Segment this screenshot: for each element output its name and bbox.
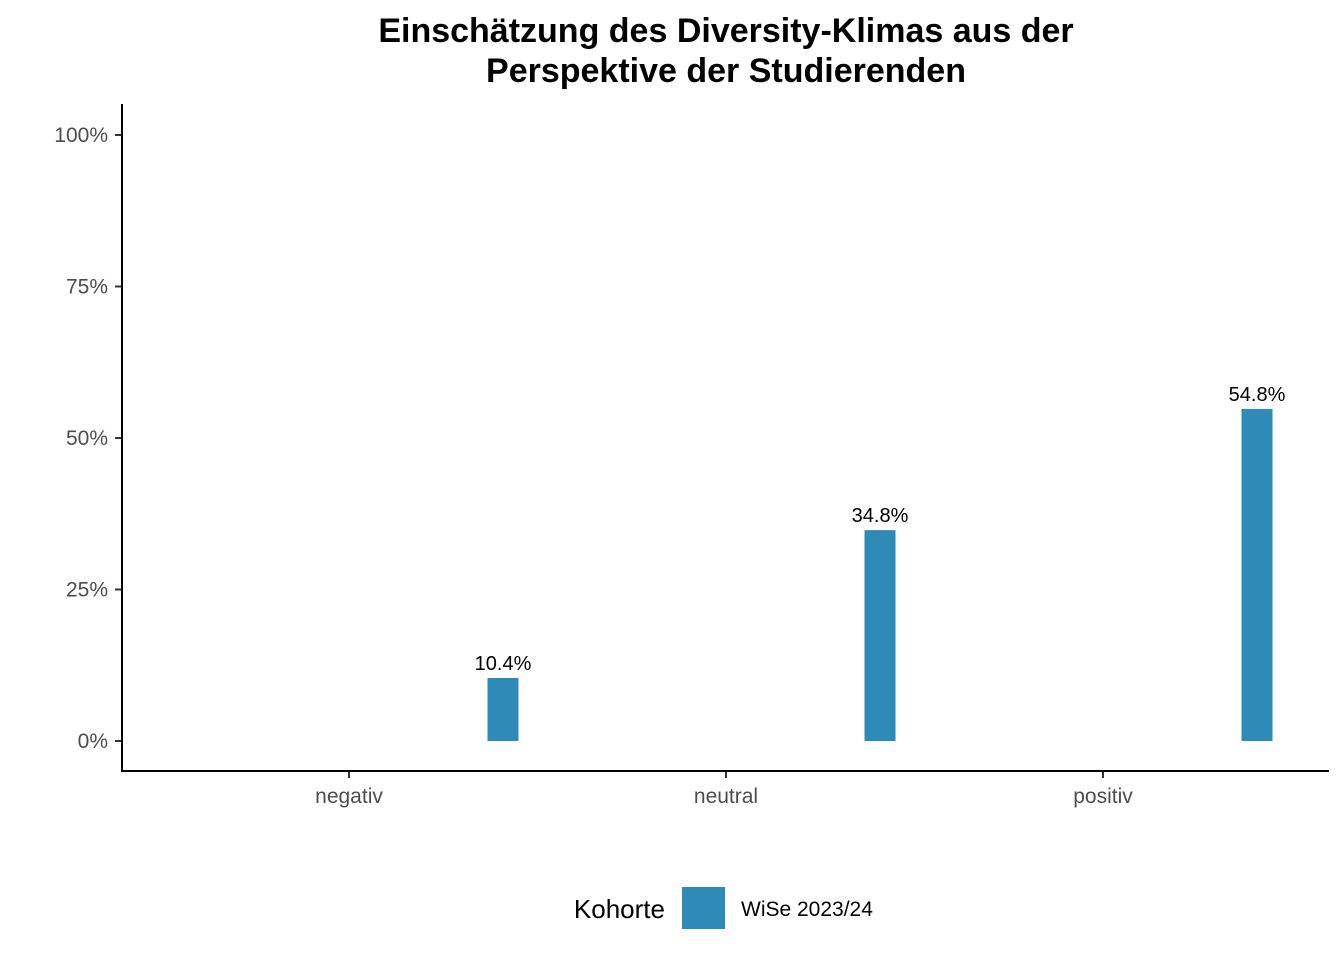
- legend-title: Kohorte: [574, 894, 665, 924]
- y-tick-label-75: 75%: [66, 276, 108, 299]
- y-tick-label-100: 100%: [54, 124, 108, 147]
- plot-area: 0% 25% 50% 75% 100% negativ neutral positiv 10.4…: [54, 124, 1285, 808]
- x-tick-label-positiv: positiv: [1073, 785, 1133, 808]
- x-tick-label-neutral: neutral: [694, 785, 758, 808]
- x-tick-label-negativ: negativ: [315, 785, 383, 808]
- y-tick-label-0: 0%: [78, 730, 108, 753]
- y-tick-label-50: 50%: [66, 427, 108, 450]
- legend: Kohorte WiSe 2023/24: [574, 887, 873, 929]
- bar-positiv: [1241, 408, 1273, 741]
- data-label-positiv: 54.8%: [1229, 384, 1286, 406]
- data-label-negativ: 10.4%: [475, 653, 532, 675]
- legend-swatch-wise-2023-24: [682, 887, 725, 929]
- chart-title-line-1: Einschätzung des Diversity-Klimas aus de…: [378, 12, 1073, 50]
- legend-label-wise-2023-24: WiSe 2023/24: [741, 898, 873, 921]
- chart-title-line-2: Perspektive der Studierenden: [486, 52, 966, 90]
- y-tick-label-25: 25%: [66, 579, 108, 602]
- bar-negativ: [487, 677, 519, 741]
- bar-neutral: [864, 530, 896, 741]
- data-label-neutral: 34.8%: [852, 505, 909, 527]
